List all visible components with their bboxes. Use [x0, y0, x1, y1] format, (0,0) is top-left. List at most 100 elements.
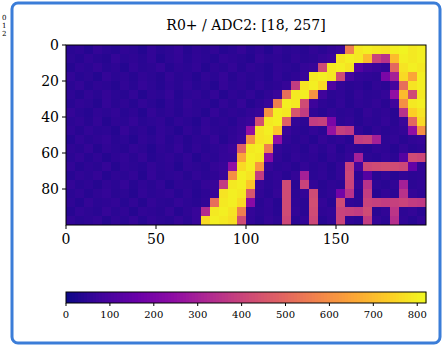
heatmap-cell — [399, 144, 408, 153]
colorbar-swatch — [144, 292, 148, 303]
heatmap-cell — [372, 81, 381, 90]
y-tick — [62, 189, 66, 190]
heatmap-cell — [381, 108, 390, 117]
heatmap-cell — [255, 171, 264, 180]
heatmap-cell — [381, 54, 390, 63]
colorbar-swatch — [213, 292, 217, 303]
heatmap-cell — [336, 108, 345, 117]
chart-root: 012R0+ / ADC2: [18, 257]0501001500204060… — [0, 0, 444, 347]
heatmap-cell — [210, 90, 219, 99]
heatmap-cell — [345, 126, 354, 135]
heatmap-cell — [372, 171, 381, 180]
colorbar-swatch — [222, 292, 226, 303]
heatmap-cell — [183, 99, 192, 108]
heatmap-cell — [183, 135, 192, 144]
heatmap-cell — [201, 180, 210, 189]
heatmap-cell — [147, 54, 156, 63]
heatmap-cell — [291, 126, 300, 135]
heatmap-cell — [84, 135, 93, 144]
heatmap-cell — [399, 126, 408, 135]
colorbar-swatch — [87, 292, 91, 303]
heatmap-cell — [399, 54, 408, 63]
colorbar-tick — [329, 303, 330, 306]
heatmap-cell — [390, 135, 399, 144]
heatmap-cell — [147, 171, 156, 180]
heatmap-cell — [309, 45, 318, 54]
heatmap-cell — [75, 162, 84, 171]
heatmap-cell — [120, 135, 129, 144]
heatmap-cell — [390, 189, 399, 198]
heatmap-cell — [66, 117, 75, 126]
colorbar-swatch — [192, 292, 196, 303]
heatmap-cell — [273, 99, 282, 108]
heatmap-cell — [210, 99, 219, 108]
heatmap-cell — [273, 117, 282, 126]
heatmap-cell — [84, 180, 93, 189]
heatmap-cell — [282, 63, 291, 72]
heatmap-cell — [417, 90, 426, 99]
heatmap-cell — [129, 72, 138, 81]
heatmap-cell — [300, 45, 309, 54]
heatmap-cell — [390, 108, 399, 117]
heatmap-cell — [174, 180, 183, 189]
heatmap-cell — [138, 153, 147, 162]
heatmap-cell — [66, 63, 75, 72]
heatmap-cell — [111, 90, 120, 99]
heatmap-cell — [345, 198, 354, 207]
heatmap-cell — [300, 135, 309, 144]
heatmap-cell — [255, 180, 264, 189]
heatmap-cell — [300, 99, 309, 108]
colorbar-swatch — [357, 292, 361, 303]
heatmap-cell — [201, 72, 210, 81]
heatmap-cell — [192, 171, 201, 180]
heatmap-cell — [372, 135, 381, 144]
colorbar-tick — [66, 303, 67, 306]
heatmap-cell — [66, 198, 75, 207]
colorbar-swatch — [327, 292, 331, 303]
colorbar-tick-label: 700 — [364, 309, 383, 320]
heatmap-cell — [345, 135, 354, 144]
heatmap-cell — [363, 144, 372, 153]
heatmap-cell — [399, 135, 408, 144]
heatmap-cell — [390, 207, 399, 216]
heatmap-cell — [255, 144, 264, 153]
heatmap-cell — [165, 72, 174, 81]
annotation: 0 — [2, 14, 6, 22]
heatmap-cell — [291, 216, 300, 225]
heatmap-cell — [228, 45, 237, 54]
heatmap-cell — [264, 162, 273, 171]
heatmap-cell — [255, 81, 264, 90]
colorbar-swatch — [291, 292, 295, 303]
heatmap-cell — [408, 198, 417, 207]
heatmap-cell — [102, 81, 111, 90]
heatmap-cell — [129, 171, 138, 180]
heatmap-cell — [246, 108, 255, 117]
heatmap-cell — [300, 54, 309, 63]
heatmap-cell — [75, 117, 84, 126]
colorbar-swatch — [279, 292, 283, 303]
heatmap-cell — [282, 54, 291, 63]
heatmap-cell — [291, 99, 300, 108]
heatmap-cell — [165, 126, 174, 135]
heatmap-cell — [417, 189, 426, 198]
heatmap-cell — [246, 189, 255, 198]
heatmap-cell — [210, 162, 219, 171]
heatmap-cell — [264, 81, 273, 90]
title: R0+ / ADC2: [18, 257] — [166, 17, 325, 33]
colorbar-swatch — [294, 292, 298, 303]
heatmap-cell — [264, 63, 273, 72]
heatmap-cell — [219, 54, 228, 63]
heatmap-cell — [174, 153, 183, 162]
heatmap-cell — [192, 63, 201, 72]
heatmap-cell — [318, 117, 327, 126]
heatmap-cell — [363, 198, 372, 207]
colorbar-swatch — [264, 292, 268, 303]
colorbar-swatch — [231, 292, 235, 303]
heatmap-cell — [264, 126, 273, 135]
heatmap-cell — [417, 108, 426, 117]
colorbar-swatch — [372, 292, 376, 303]
colorbar-swatch — [168, 292, 172, 303]
heatmap-cell — [291, 54, 300, 63]
heatmap-cell — [102, 54, 111, 63]
heatmap-cell — [336, 72, 345, 81]
